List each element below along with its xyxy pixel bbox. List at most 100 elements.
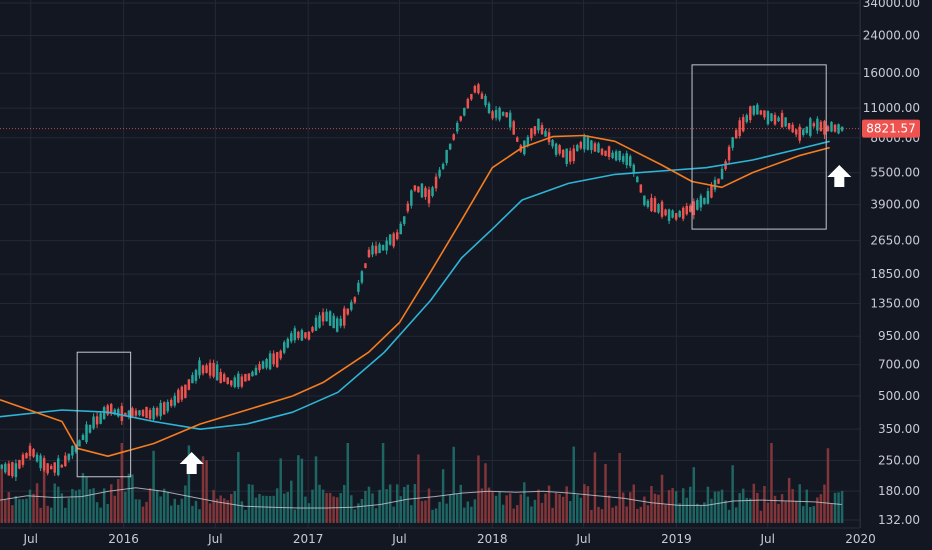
volume-bar <box>311 489 314 523</box>
volume-bar <box>770 443 773 523</box>
volume-bar <box>293 509 297 523</box>
volume-bar <box>523 482 526 523</box>
volume-bar <box>759 510 763 523</box>
candle <box>621 153 625 165</box>
candle <box>343 305 346 329</box>
candle <box>696 198 699 211</box>
volume-bar <box>18 499 21 523</box>
volume-bar <box>385 489 388 523</box>
volume-bar <box>445 503 448 523</box>
volume-bar <box>632 484 636 523</box>
volume-bar <box>67 498 71 523</box>
candle <box>590 139 593 154</box>
candle <box>752 105 756 117</box>
volume-bar <box>530 506 533 523</box>
candle <box>109 402 113 416</box>
volume-bar <box>607 495 611 523</box>
candle <box>106 403 109 417</box>
candle <box>11 461 14 479</box>
y-tick-label: 34000.00 <box>863 0 920 10</box>
volume-bar <box>332 496 335 523</box>
volume-bar <box>731 465 734 523</box>
candle <box>720 166 724 180</box>
candle <box>353 296 357 305</box>
y-tick-label: 1350.00 <box>870 296 920 310</box>
candle <box>293 325 297 344</box>
candle <box>141 408 145 418</box>
candle <box>350 299 353 312</box>
volume-bar <box>74 490 78 523</box>
time-axis[interactable]: Jul 2016 Jul 2017 Jul 2018 Jul 2019 Jul 2020 <box>0 527 876 546</box>
volume-bar <box>25 498 28 523</box>
volume-bar <box>371 493 374 523</box>
volume-bar <box>674 491 678 523</box>
volume-bar <box>441 469 445 523</box>
volume-bar <box>304 496 307 523</box>
volume-bar <box>120 443 124 523</box>
volume-bar <box>710 498 713 523</box>
volume-bar <box>191 505 194 523</box>
candle <box>523 140 526 156</box>
candle <box>395 229 399 241</box>
volume-bar <box>794 500 798 523</box>
volume-bar <box>215 498 219 523</box>
volume-bar <box>237 451 240 523</box>
volume-bar <box>7 492 11 523</box>
volume-bar <box>787 477 791 523</box>
volume-bar <box>611 507 614 523</box>
volume-bar <box>618 452 621 523</box>
y-tick-label: 11000.00 <box>863 101 920 115</box>
volume-bar <box>505 495 508 523</box>
candle <box>212 359 215 379</box>
volume-bar <box>703 502 706 523</box>
candle <box>516 136 519 143</box>
volume-bar <box>406 484 410 523</box>
candle <box>466 97 470 109</box>
candle <box>251 370 254 377</box>
candle <box>674 212 678 222</box>
candle <box>819 119 823 132</box>
volume-bar <box>395 484 399 523</box>
candle <box>530 128 533 141</box>
volume-bar <box>639 506 643 523</box>
candle <box>445 149 448 166</box>
candle <box>230 380 233 388</box>
volume-bar <box>314 456 318 523</box>
volume-bar <box>738 493 741 523</box>
candle <box>314 315 318 332</box>
volume-bar <box>124 491 127 523</box>
y-tick-label: 180.00 <box>878 484 920 498</box>
volume-bar <box>600 509 604 523</box>
candle <box>318 312 321 329</box>
volume-bar <box>819 494 823 523</box>
candle <box>406 200 410 214</box>
candle <box>64 452 67 467</box>
volume-bar <box>689 486 692 523</box>
volume-bar <box>272 495 275 523</box>
candle <box>667 208 671 225</box>
candle <box>307 331 311 341</box>
volume-bar <box>85 477 88 523</box>
volume-bar <box>427 488 431 523</box>
volume-bar <box>49 507 53 523</box>
volume-bar <box>170 505 173 523</box>
volume-bar <box>646 505 650 523</box>
candle <box>290 330 293 344</box>
candle <box>215 360 219 381</box>
candle <box>452 133 455 141</box>
candle <box>18 459 21 470</box>
volume-bar <box>537 489 540 523</box>
volume-bar <box>141 506 145 523</box>
volume-bar <box>526 496 530 523</box>
candle <box>816 116 819 134</box>
volume-bar <box>431 509 434 523</box>
volume-bar <box>491 491 494 523</box>
volume-bar <box>671 488 674 523</box>
candle <box>646 198 650 209</box>
candle <box>477 82 480 95</box>
volume-bar <box>470 506 473 523</box>
candle <box>565 148 568 167</box>
candle <box>618 150 621 163</box>
volume-bar <box>501 504 505 523</box>
